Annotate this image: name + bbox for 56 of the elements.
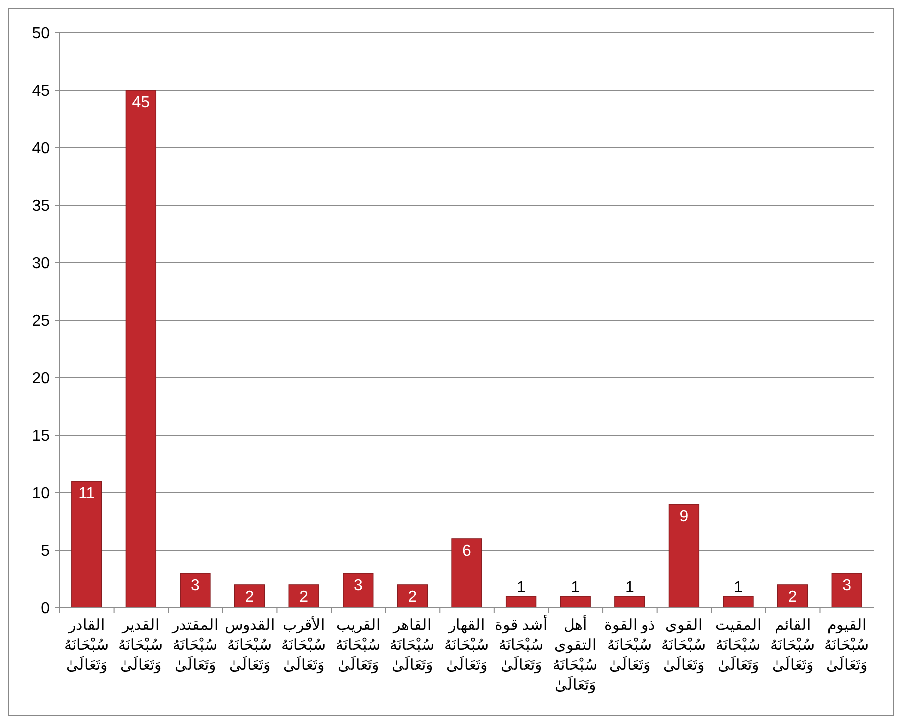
bar [180,573,211,608]
data-label: 3 [191,578,200,594]
x-tick-label: المقتدر سُبْحَانَهُ وَتَعَالَىٰ [171,617,218,674]
data-label: 2 [300,589,309,606]
data-label: 2 [408,589,418,606]
y-tick-label: 40 [32,140,50,158]
data-label: 1 [516,580,526,596]
x-tick-label: القادر سُبْحَانَهُ وَتَعَالَىٰ [64,617,110,674]
data-label: 45 [132,94,150,112]
x-tick-label: أشد قوة سُبْحَانَهُ وَتَعَالَىٰ [495,615,548,674]
data-label: 1 [625,580,634,596]
y-tick-label: 25 [32,313,50,330]
bar [343,573,374,608]
x-tick-label: الأقرب سُبْحَانَهُ وَتَعَالَىٰ [282,616,327,674]
data-label: 3 [842,578,852,594]
x-tick-label: القدوس سُبْحَانَهُ وَتَعَالَىٰ [224,617,275,674]
data-label: 2 [788,589,798,606]
y-tick-label: 45 [32,83,50,100]
x-tick-label: ذو القوة سُبْحَانَهُ وَتَعَالَىٰ [604,617,656,674]
x-tick-label: القيوم سُبْحَانَهُ وَتَعَالَىٰ [824,617,870,674]
x-tick-label: القهار سُبْحَانَهُ وَتَعَالَىٰ [444,617,490,674]
bar [397,584,428,608]
x-tick-label: القائم سُبْحَانَهُ وَتَعَالَىٰ [770,617,816,674]
y-tick-label: 20 [32,370,50,388]
y-tick-label: 15 [32,428,50,446]
data-label: 11 [78,486,96,502]
y-tick-label: 35 [32,198,50,216]
bar [288,584,320,608]
x-tick-label: القاهر سُبْحَانَهُ وَتَعَالَىٰ [390,617,436,674]
bar [723,596,754,608]
bar [234,584,266,608]
x-tick-label: القريب سُبْحَانَهُ وَتَعَالَىٰ [336,617,381,674]
bar [777,584,808,608]
x-tick-label: القوى سُبْحَانَهُ وَتَعَالَىٰ [662,617,707,674]
data-label: 2 [245,589,254,606]
data-label: 1 [734,580,744,596]
x-tick-label: أهل التقوى سُبْحَانَهُ وَتَعَالَىٰ [553,615,598,694]
data-label: 1 [571,580,580,596]
y-tick-label: 0 [41,600,50,618]
bar [614,596,646,608]
y-tick-label: 50 [32,26,50,43]
bar [832,573,862,608]
bar [126,90,157,608]
bar [452,538,482,608]
data-label: 3 [354,578,363,594]
y-tick-label: 10 [32,486,50,503]
y-tick-label: 5 [41,543,50,560]
y-tick-label: 30 [32,256,50,273]
bar [72,481,102,608]
data-label: 9 [680,508,689,526]
bar [506,596,537,608]
bar [668,504,700,608]
x-tick-label: القدير سُبْحَانَهُ وَتَعَالَىٰ [118,617,164,674]
x-tick-label: المقيت سُبْحَانَهُ وَتَعَالَىٰ [716,617,762,674]
bar [560,596,591,608]
data-label: 6 [462,543,472,560]
